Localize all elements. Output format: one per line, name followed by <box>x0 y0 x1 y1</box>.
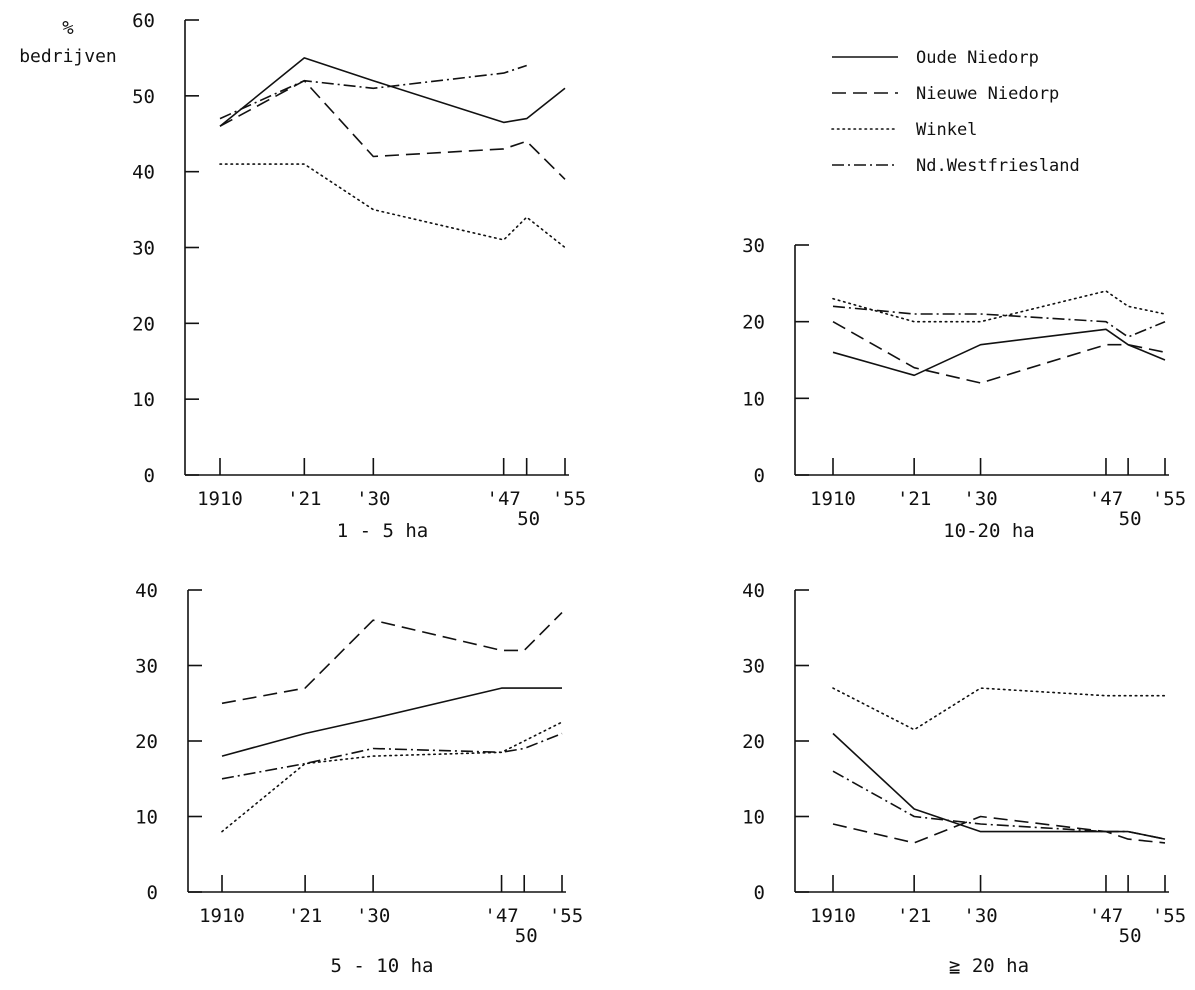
x-tick-label: '55 <box>552 488 586 510</box>
x-tick-label: 1910 <box>810 905 856 927</box>
y-tick-label: 30 <box>742 656 765 678</box>
y-tick-label: 20 <box>742 312 765 334</box>
y-tick-label: 40 <box>742 580 765 602</box>
x-tick-label: '55 <box>1152 905 1186 927</box>
series-line-nd-westfriesland <box>219 64 527 120</box>
x-tick-label: 50 <box>517 508 540 530</box>
series-line-nieuwe-niedorp <box>221 612 563 705</box>
legend-item-winkel: Winkel <box>831 120 977 140</box>
legend-label-nd-westfriesland: Nd.Westfriesland <box>916 156 1080 176</box>
panel-title: 10-20 ha <box>943 520 1035 542</box>
y-tick-label: 30 <box>135 656 158 678</box>
x-tick-label: '47 <box>487 488 521 510</box>
x-tick-label: '30 <box>356 905 390 927</box>
legend-item-oude-niedorp: Oude Niedorp <box>832 48 1039 68</box>
legend-label-oude-niedorp: Oude Niedorp <box>916 48 1039 68</box>
legend-item-nd-westfriesland: Nd.Westfriesland <box>832 156 1080 176</box>
x-tick-label: '21 <box>897 905 931 927</box>
x-tick-label: '47 <box>1089 905 1123 927</box>
series-line-nieuwe-niedorp <box>832 321 1166 384</box>
series-line-oude-niedorp <box>221 687 562 757</box>
y-axis-caption-line-2: bedrijven <box>19 46 117 67</box>
panel-title: 5 - 10 ha <box>331 955 434 977</box>
x-tick-label: 50 <box>1119 508 1142 530</box>
y-axis-caption-line-1: % <box>62 17 74 39</box>
x-tick-label: '21 <box>287 488 321 510</box>
series-line-nieuwe-niedorp <box>832 815 1166 844</box>
x-tick-label: '21 <box>897 488 931 510</box>
y-tick-label: 10 <box>742 807 765 829</box>
x-tick-label: 1910 <box>197 488 243 510</box>
y-tick-label: 50 <box>132 86 155 108</box>
y-tick-label: 20 <box>742 731 765 753</box>
series-line-nd-westfriesland <box>832 770 1166 840</box>
y-tick-label: 30 <box>132 238 155 260</box>
panel-title: ≧ 20 ha <box>949 955 1029 977</box>
x-tick-label: 50 <box>515 925 538 947</box>
x-tick-label: '30 <box>963 488 997 510</box>
y-tick-label: 20 <box>135 731 158 753</box>
y-tick-label: 10 <box>742 388 765 410</box>
series-line-winkel <box>832 290 1166 323</box>
series-line-oude-niedorp <box>832 328 1166 377</box>
series-line-nd-westfriesland <box>832 305 1166 338</box>
x-tick-label: '55 <box>549 905 583 927</box>
y-tick-label: 0 <box>147 882 158 904</box>
y-tick-label: 0 <box>144 465 155 487</box>
y-tick-label: 0 <box>754 465 765 487</box>
series-line-oude-niedorp <box>219 57 566 127</box>
series-line-nd-westfriesland <box>221 732 563 780</box>
series-line-winkel <box>219 163 566 249</box>
x-tick-label: '30 <box>356 488 390 510</box>
x-tick-label: '30 <box>963 905 997 927</box>
legend-label-nieuwe-niedorp: Nieuwe Niedorp <box>916 84 1059 104</box>
y-axis-caption: % bedrijven <box>19 17 117 67</box>
legend: Oude Niedorp Nieuwe Niedorp Winkel Nd.Westf… <box>831 48 1080 176</box>
y-tick-label: 20 <box>132 313 155 335</box>
series-line-nieuwe-niedorp <box>219 79 566 180</box>
x-tick-label: '47 <box>484 905 518 927</box>
y-tick-label: 40 <box>132 162 155 184</box>
x-tick-label: 1910 <box>199 905 245 927</box>
y-tick-label: 30 <box>742 235 765 257</box>
y-tick-label: 40 <box>135 580 158 602</box>
series-line-oude-niedorp <box>832 732 1166 840</box>
series-line-winkel <box>832 687 1166 731</box>
y-tick-label: 10 <box>132 389 155 411</box>
x-tick-label: '55 <box>1152 488 1186 510</box>
legend-item-nieuwe-niedorp: Nieuwe Niedorp <box>832 84 1059 104</box>
x-tick-label: '21 <box>288 905 322 927</box>
x-tick-label: '47 <box>1089 488 1123 510</box>
y-tick-label: 60 <box>132 10 155 32</box>
y-tick-label: 0 <box>754 882 765 904</box>
x-tick-label: 1910 <box>810 488 856 510</box>
y-tick-label: 10 <box>135 807 158 829</box>
legend-label-winkel: Winkel <box>916 120 977 140</box>
series-line-winkel <box>221 721 563 833</box>
x-tick-label: 50 <box>1119 925 1142 947</box>
panel-title: 1 - 5 ha <box>337 520 429 542</box>
